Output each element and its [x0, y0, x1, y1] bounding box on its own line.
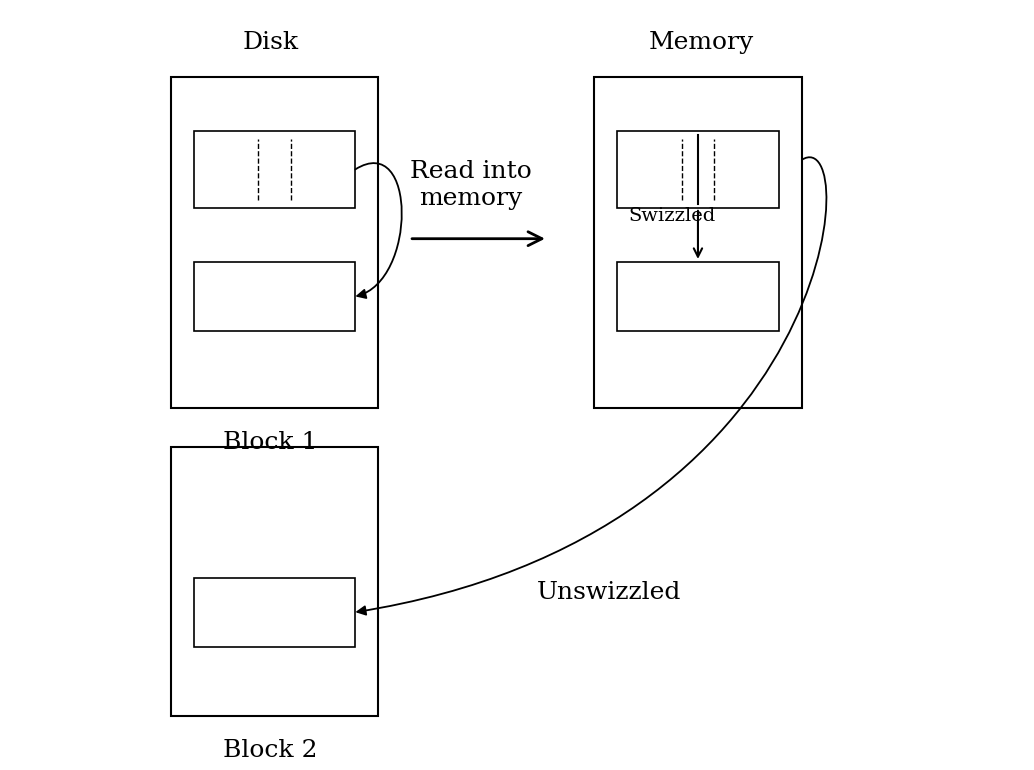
- Text: Block 1: Block 1: [223, 431, 317, 454]
- FancyBboxPatch shape: [171, 447, 378, 716]
- FancyArrowPatch shape: [358, 157, 826, 614]
- FancyBboxPatch shape: [171, 77, 378, 408]
- Text: Memory: Memory: [649, 31, 755, 54]
- Text: Block 2: Block 2: [223, 739, 317, 762]
- FancyBboxPatch shape: [193, 131, 356, 208]
- FancyArrowPatch shape: [356, 163, 402, 298]
- FancyBboxPatch shape: [617, 131, 779, 208]
- FancyBboxPatch shape: [617, 262, 779, 331]
- Text: Swizzled: Swizzled: [629, 206, 716, 225]
- Text: Read into
memory: Read into memory: [409, 160, 531, 209]
- Text: Unswizzled: Unswizzled: [538, 581, 681, 604]
- FancyBboxPatch shape: [193, 262, 356, 331]
- FancyBboxPatch shape: [193, 578, 356, 647]
- FancyBboxPatch shape: [594, 77, 802, 408]
- Text: Disk: Disk: [243, 31, 299, 54]
